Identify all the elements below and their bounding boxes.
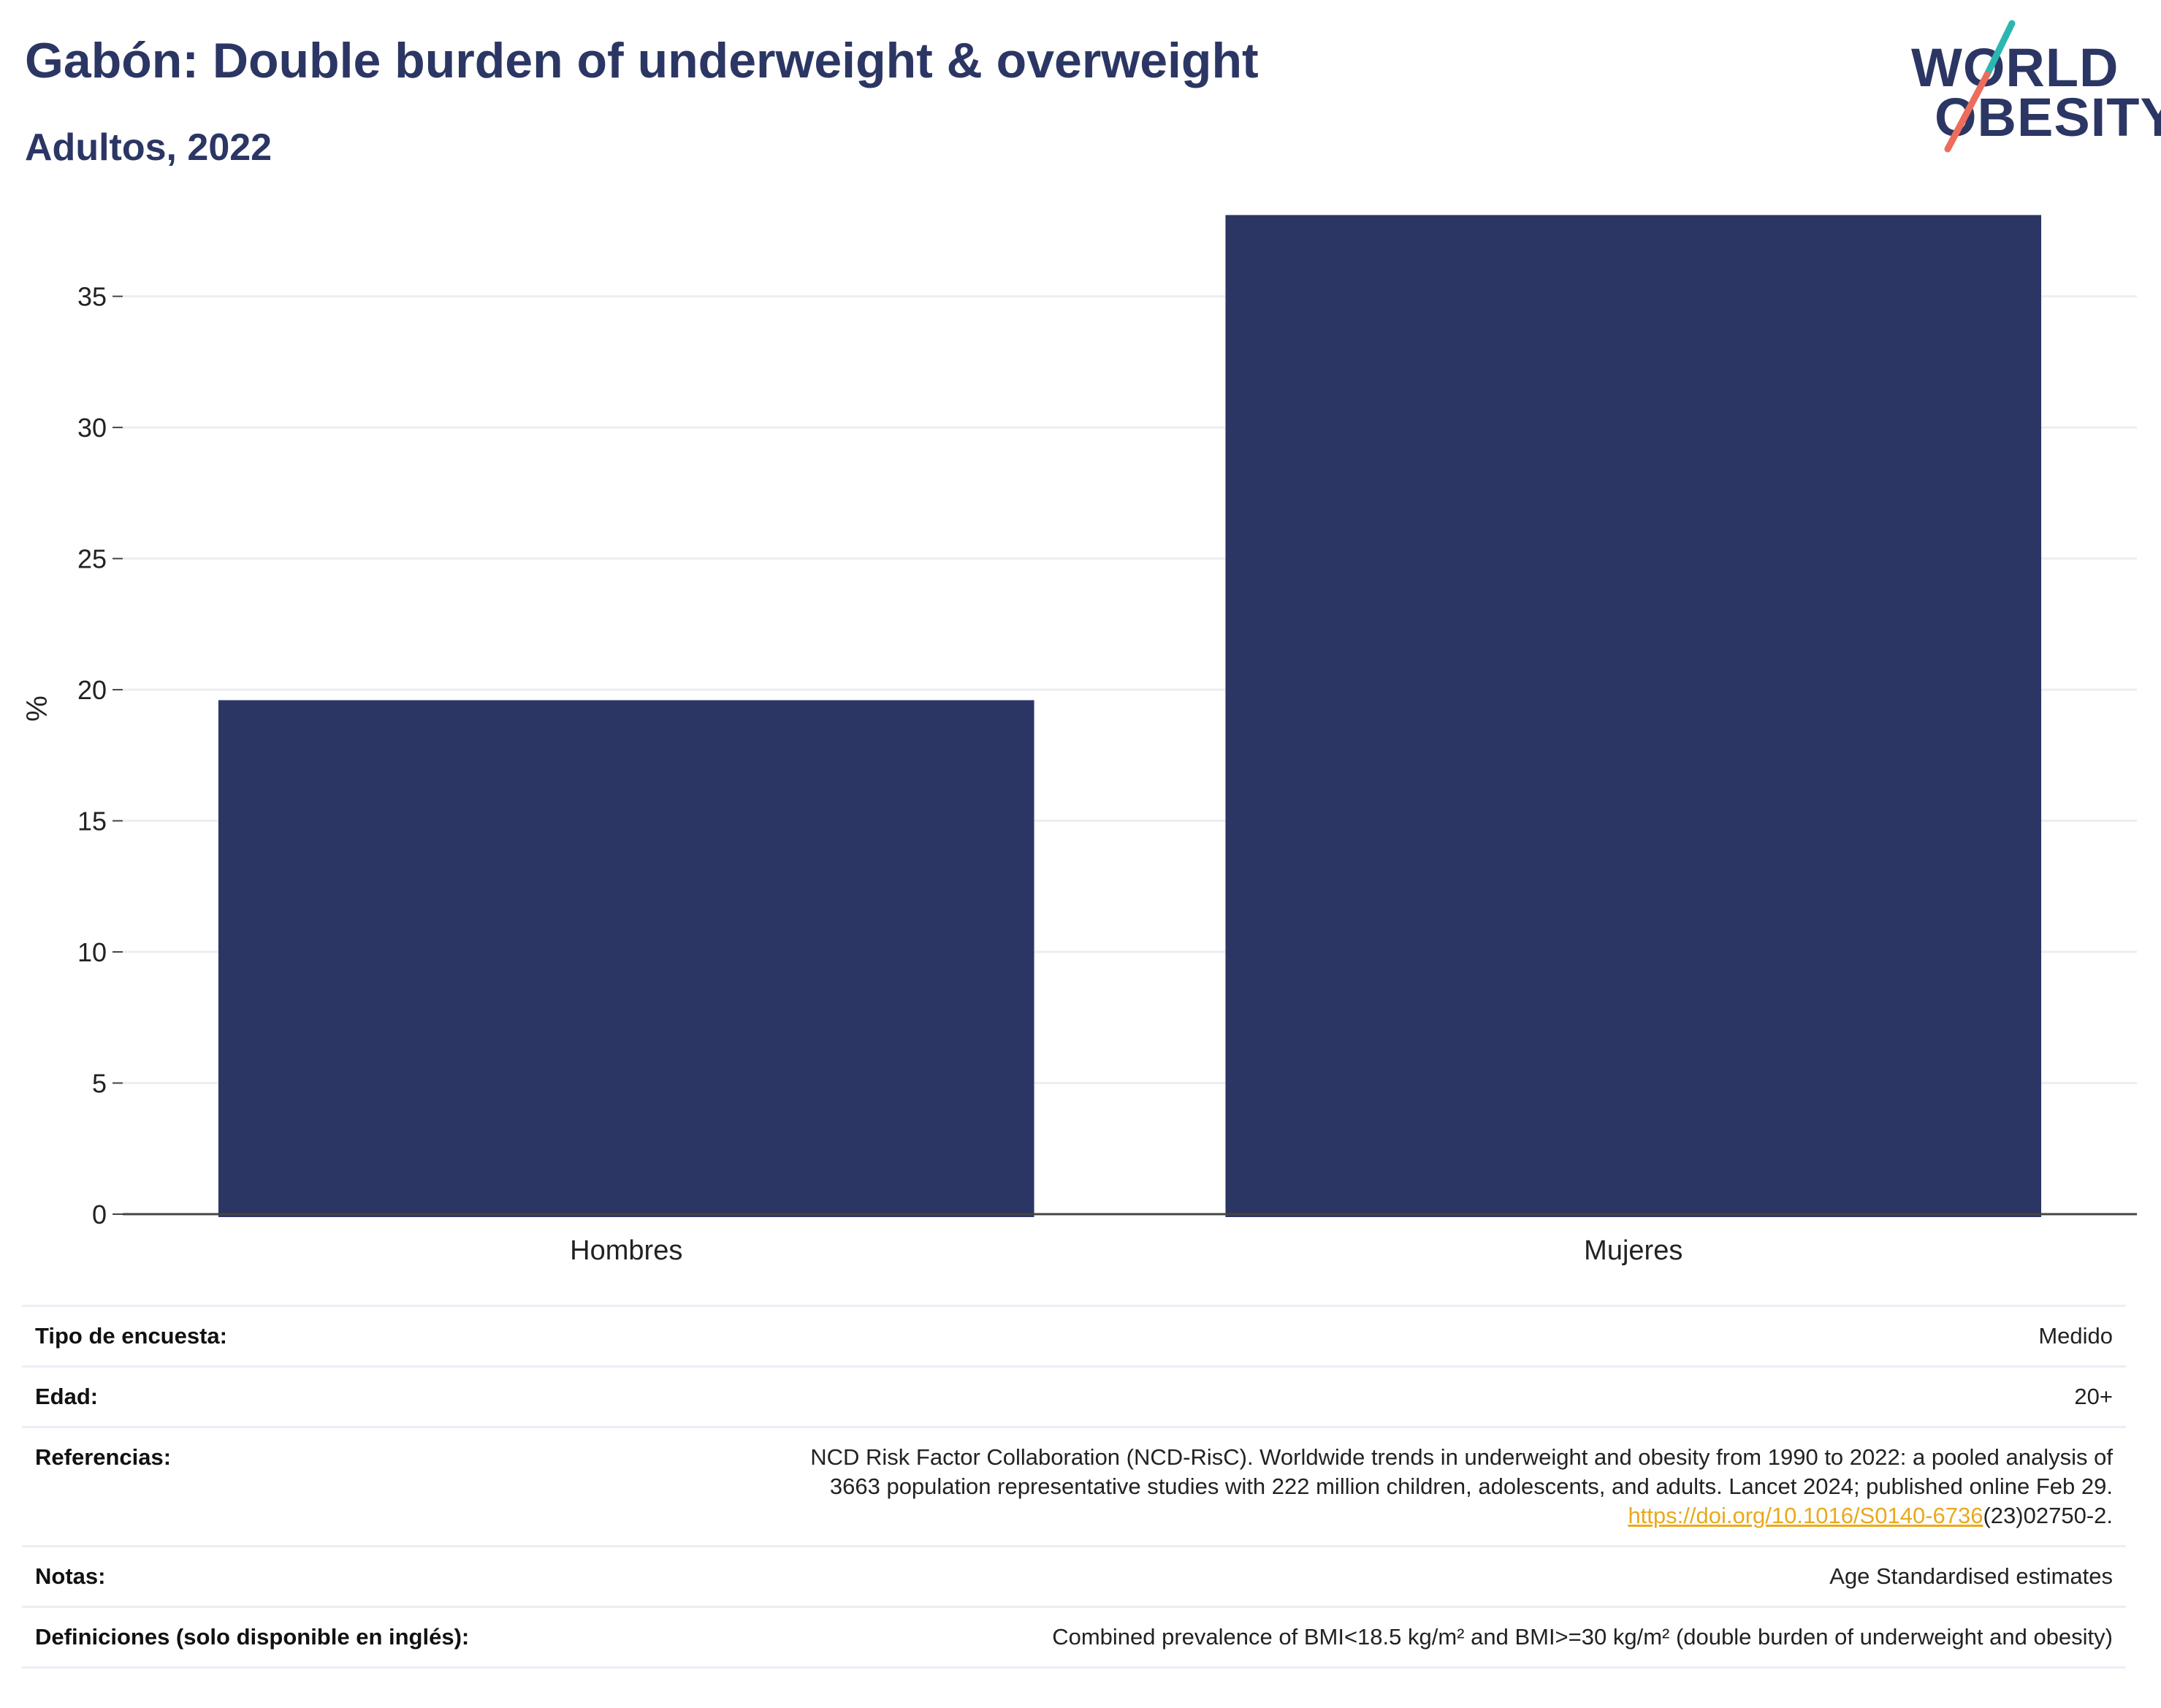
x-tick-label: Mujeres xyxy=(1584,1235,1682,1266)
logo-slash-icon xyxy=(1944,20,2016,153)
age-label: Edad: xyxy=(35,1384,99,1409)
y-tick-label: 15 xyxy=(77,807,107,836)
reference-line-1: NCD Risk Factor Collaboration (NCD-RisC)… xyxy=(810,1444,2113,1470)
bar-mujeres[interactable] xyxy=(1225,215,2042,1218)
bar-hombres[interactable] xyxy=(218,700,1034,1217)
y-tick-label: 0 xyxy=(92,1200,107,1229)
notes-value: Age Standardised estimates xyxy=(1829,1563,2113,1589)
bar-chart-svg: 0 5 10 15 20 25 30 35 Hombres Mujeres % xyxy=(21,215,2137,1266)
references-value: NCD Risk Factor Collaboration (NCD-RisC)… xyxy=(810,1443,2113,1530)
metadata-table: Tipo de encuesta: Medido Edad: 20+ Refer… xyxy=(22,1305,2126,1669)
chart-title: Gabón: Double burden of underweight & ov… xyxy=(25,33,1259,88)
age-value: 20+ xyxy=(2074,1384,2113,1409)
meta-row-notes: Notas: Age Standardised estimates xyxy=(22,1545,2126,1606)
logo-line-1: WORLD xyxy=(1911,37,2119,98)
reference-line-2: 3663 population representative studies w… xyxy=(829,1473,2113,1499)
y-tick-label: 35 xyxy=(77,282,107,312)
y-tick-label: 10 xyxy=(77,937,107,967)
y-tick-label: 25 xyxy=(77,544,107,574)
y-axis-label: % xyxy=(21,695,53,722)
meta-row-references: Referencias: NCD Risk Factor Collaborati… xyxy=(22,1426,2126,1545)
y-tick-label: 20 xyxy=(77,675,107,705)
world-obesity-logo: WORLD OBESITY xyxy=(1899,19,2161,158)
meta-row-survey: Tipo de encuesta: Medido xyxy=(22,1305,2126,1365)
bar-chart: 0 5 10 15 20 25 30 35 Hombres Mujeres % xyxy=(0,183,2161,1278)
references-label: Referencias: xyxy=(35,1444,172,1470)
survey-type-value: Medido xyxy=(2038,1323,2113,1349)
survey-type-label: Tipo de encuesta: xyxy=(35,1323,227,1349)
x-tick-label: Hombres xyxy=(570,1235,682,1266)
definitions-value: Combined prevalence of BMI<18.5 kg/m² an… xyxy=(1052,1624,2113,1650)
definitions-label: Definiciones (solo disponible en inglés)… xyxy=(35,1624,470,1650)
y-tick-label: 30 xyxy=(77,413,107,443)
notes-label: Notas: xyxy=(35,1563,106,1589)
doi-link[interactable]: https://doi.org/10.1016/S0140-6736 xyxy=(1628,1503,1983,1528)
y-tick-label: 5 xyxy=(92,1069,107,1099)
chart-subtitle: Adultos, 2022 xyxy=(25,126,272,169)
meta-row-age: Edad: 20+ xyxy=(22,1365,2126,1426)
meta-row-definitions: Definiciones (solo disponible en inglés)… xyxy=(22,1606,2126,1669)
doi-suffix: (23)02750-2. xyxy=(1983,1503,2113,1528)
